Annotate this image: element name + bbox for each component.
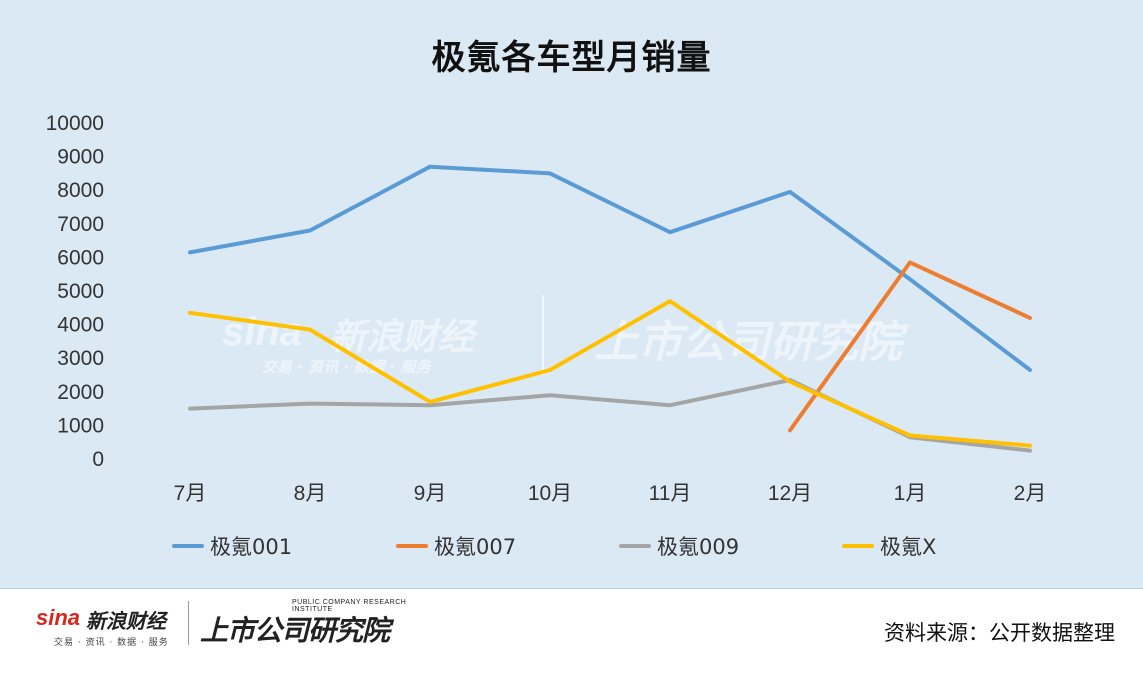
- legend-label-series-1: 极氪001: [210, 535, 293, 559]
- y-tick-label: 9000: [57, 146, 104, 169]
- y-tick-label: 4000: [57, 314, 104, 337]
- research-institute-english: PUBLIC COMPANY RESEARCH INSTITUTE: [292, 599, 407, 613]
- x-tick-label: 7月: [174, 482, 207, 505]
- y-tick-label: 2000: [57, 381, 104, 404]
- x-tick-label: 10月: [528, 482, 572, 505]
- legend-item-series-4[interactable]: 极氪X: [842, 530, 936, 562]
- sina-finance-tagline: 交易 · 资讯 · 数据 · 服务: [54, 638, 169, 648]
- sina-brand-text: sina: [36, 605, 81, 630]
- series-line-2: [788, 260, 1032, 433]
- legend-item-series-3[interactable]: 极氪009: [619, 530, 739, 562]
- footer-divider: [0, 588, 1143, 589]
- legend-item-series-2[interactable]: 极氪007: [396, 530, 516, 562]
- sina-finance-logo: sina 新浪财经 交易 · 资讯 · 数据 · 服务: [36, 605, 181, 649]
- legend-item-series-1[interactable]: 极氪001: [172, 530, 292, 562]
- series-lines: [188, 164, 1032, 453]
- research-institute-name: 上市公司研究院: [200, 614, 390, 647]
- y-tick-label: 10000: [46, 112, 104, 135]
- legend-label-series-2: 极氪007: [434, 535, 517, 559]
- legend-swatch-series-4: [842, 544, 874, 548]
- y-tick-label: 7000: [57, 213, 104, 236]
- x-tick-label: 1月: [894, 482, 927, 505]
- x-axis-tick-labels: 7月 8月 9月 10月 11月 12月 1月 2月: [174, 482, 1047, 505]
- y-tick-label: 8000: [57, 179, 104, 202]
- chart-title: 极氪各车型月销量: [431, 38, 712, 78]
- legend-label-series-3: 极氪009: [657, 535, 740, 559]
- y-tick-label: 0: [92, 448, 104, 471]
- series-line-1: [188, 164, 1032, 372]
- legend-swatch-series-3: [619, 544, 651, 548]
- x-tick-label: 9月: [414, 482, 447, 505]
- research-institute-logo: PUBLIC COMPANY RESEARCH INSTITUTE 上市公司研究…: [200, 599, 410, 649]
- footer: sina 新浪财经 交易 · 资讯 · 数据 · 服务 PUBLIC COMPA…: [0, 589, 1143, 673]
- y-tick-label: 5000: [57, 280, 104, 303]
- legend-label-series-4: 极氪X: [880, 535, 937, 559]
- legend-swatch-series-2: [396, 544, 428, 548]
- x-tick-label: 8月: [294, 482, 327, 505]
- source-note: 资料来源：公开数据整理: [884, 621, 1115, 645]
- y-tick-label: 3000: [57, 347, 104, 370]
- series-line-4: [188, 299, 1032, 448]
- series-line-3: [188, 378, 1032, 453]
- sina-finance-name: 新浪财经: [86, 609, 166, 633]
- x-tick-label: 11月: [649, 482, 692, 505]
- y-axis-tick-labels: 0 1000 2000 3000 4000 5000 6000 7000 8000 9000 100…: [46, 112, 104, 471]
- y-tick-label: 1000: [57, 414, 104, 437]
- x-tick-label: 2月: [1014, 482, 1047, 505]
- legend: 极氪001 极氪007 极氪009 极氪X: [0, 530, 1143, 562]
- logo-separator: [188, 601, 189, 645]
- x-tick-label: 12月: [768, 482, 812, 505]
- y-tick-label: 6000: [57, 246, 104, 269]
- legend-swatch-series-1: [172, 544, 204, 548]
